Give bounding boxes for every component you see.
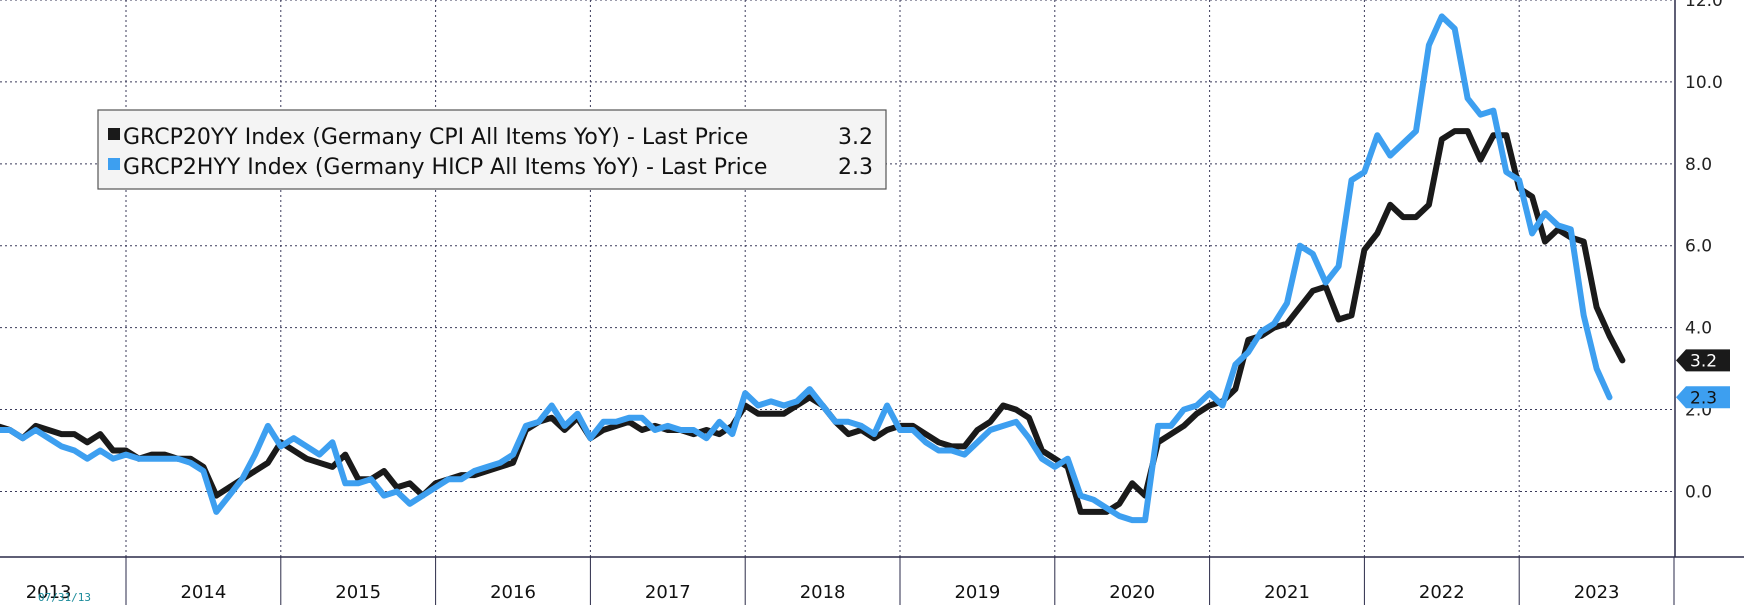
legend-label-cpi: GRCP20YY Index (Germany CPI All Items Yo…	[123, 125, 748, 150]
x-tick-label: 2018	[800, 582, 846, 603]
legend-value-cpi: 3.2	[838, 125, 873, 150]
x-tick-label: 2021	[1264, 582, 1310, 603]
x-tick-label: 2016	[490, 582, 536, 603]
last-price-marker-0: 3.2	[1676, 349, 1730, 371]
x-tick-label: 2023	[1574, 582, 1620, 603]
y-axis-tick-labels: 0.02.04.06.08.010.012.0	[1685, 0, 1723, 502]
legend-swatch-cpi	[108, 128, 120, 140]
last-price-label-0: 3.2	[1690, 351, 1717, 371]
x-tick-label: 2015	[335, 582, 381, 603]
series-line-1	[0, 16, 1610, 520]
x-tick-label: 2020	[1109, 582, 1155, 603]
last-price-marker-1: 2.3	[1676, 386, 1730, 408]
x-axis-tick-labels: 2013 2014 2015 2016 2017 2018 2019 2020 2021 2022…	[26, 582, 1620, 603]
series-lines	[0, 16, 1622, 520]
y-tick-label: 12.0	[1685, 0, 1723, 11]
y-tick-label: 4.0	[1685, 319, 1712, 339]
y-tick-label: 10.0	[1685, 73, 1723, 93]
y-tick-label: 6.0	[1685, 237, 1712, 257]
x-tick-label: 2014	[180, 582, 226, 603]
last-price-label-1: 2.3	[1690, 388, 1717, 408]
x-tick-label: 2017	[645, 582, 691, 603]
date-stamp: 07/31/13	[38, 591, 91, 604]
legend-value-hicp: 2.3	[838, 155, 873, 180]
last-price-markers: 3.2 2.3	[1676, 349, 1730, 408]
legend: GRCP20YY Index (Germany CPI All Items Yo…	[98, 110, 886, 189]
y-tick-label: 8.0	[1685, 155, 1712, 175]
x-tick-label: 2022	[1419, 582, 1465, 603]
x-tick-label: 2019	[954, 582, 1000, 603]
legend-label-hicp: GRCP2HYY Index (Germany HICP All Items Y…	[123, 155, 767, 180]
y-tick-label: 0.0	[1685, 482, 1712, 502]
legend-swatch-hicp	[108, 158, 120, 170]
